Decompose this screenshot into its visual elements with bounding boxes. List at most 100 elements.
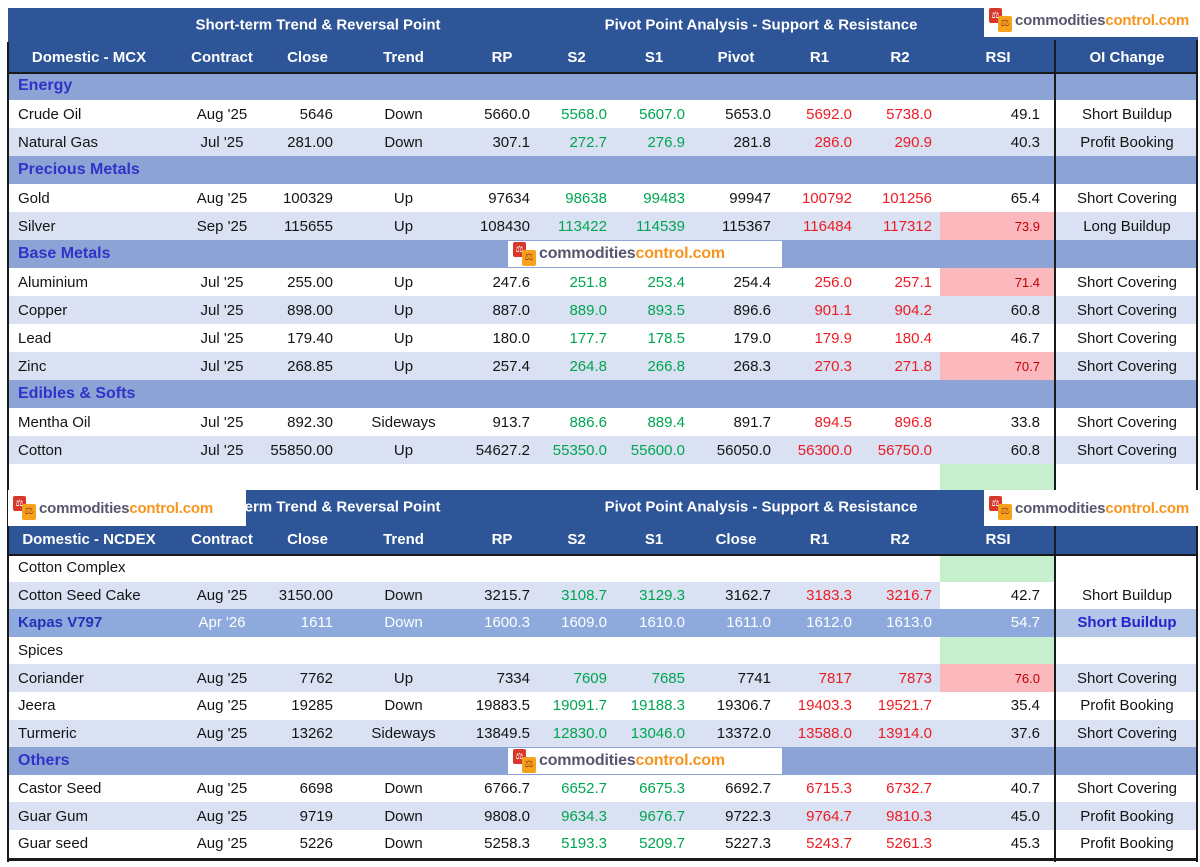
gold-close: 100329 bbox=[274, 184, 341, 212]
crude-oil-name: Crude Oil bbox=[8, 100, 170, 128]
lead-name: Lead bbox=[8, 324, 170, 352]
scales-icon: ⚖ ⚖ bbox=[989, 495, 1013, 521]
kapas-v797-s1: 1610.0 bbox=[615, 609, 693, 637]
aluminium-rsi: 71.4 bbox=[940, 268, 1056, 296]
natural-gas-s2: 272.7 bbox=[538, 128, 615, 156]
crude-oil-pivot: 5653.0 bbox=[693, 100, 779, 128]
zinc-rsi: 70.7 bbox=[940, 352, 1056, 380]
column-header-domestic-ncdex: Domestic - NCDEX bbox=[8, 524, 170, 554]
cotton-close: 55850.00 bbox=[270, 436, 341, 464]
lead-contract: Jul '25 bbox=[170, 324, 274, 352]
brand-watermark-top-right: ⚖ ⚖ commodities control.com bbox=[984, 3, 1198, 37]
column-header-close: Close bbox=[274, 524, 341, 554]
guar-gum-name: Guar Gum bbox=[8, 802, 170, 830]
zinc-s1: 266.8 bbox=[615, 352, 693, 380]
zinc-name: Zinc bbox=[8, 352, 170, 380]
copper-close: 898.00 bbox=[274, 296, 341, 324]
silver-r1: 116484 bbox=[779, 212, 860, 240]
castor-seed-trend: Down bbox=[341, 774, 466, 803]
coriander-rp: 7334 bbox=[466, 664, 538, 692]
jeera-name: Jeera bbox=[8, 691, 170, 720]
silver-contract: Sep '25 bbox=[170, 212, 274, 240]
cotton-trend: Up bbox=[341, 436, 466, 464]
column-header-r1: R1 bbox=[779, 42, 860, 72]
jeera-s2: 19091.7 bbox=[538, 691, 615, 720]
section-spices: Spices bbox=[8, 636, 940, 665]
column-header-oi-change: OI Change bbox=[1056, 42, 1198, 72]
aluminium-close: 255.00 bbox=[274, 268, 341, 296]
jeera-trend: Down bbox=[341, 691, 466, 720]
lead-rsi: 46.7 bbox=[940, 324, 1056, 352]
crude-oil-rp: 5660.0 bbox=[466, 100, 538, 128]
coriander-trend: Up bbox=[341, 664, 466, 692]
scales-icon: ⚖ ⚖ bbox=[989, 7, 1013, 33]
jeera-close: 19285 bbox=[274, 691, 341, 720]
cotton-seed-cake-close: 3150.00 bbox=[274, 581, 341, 610]
silver-pivot: 115367 bbox=[693, 212, 779, 240]
natural-gas-close: 281.00 bbox=[274, 128, 341, 156]
guar-gum-close: 9719 bbox=[274, 802, 341, 830]
brand-name-part1: commodities bbox=[539, 245, 636, 262]
gold-rp: 97634 bbox=[466, 184, 538, 212]
mentha-oil-oi-change: Short Covering bbox=[1056, 408, 1198, 436]
cotton-rp: 54627.2 bbox=[466, 436, 538, 464]
crude-oil-r1: 5692.0 bbox=[779, 100, 860, 128]
cotton-name: Cotton bbox=[8, 436, 170, 464]
gold-trend: Up bbox=[341, 184, 466, 212]
copper-contract: Jul '25 bbox=[170, 296, 274, 324]
brand-name-part2: control.com bbox=[635, 245, 726, 262]
oi-empty-cell bbox=[1056, 636, 1198, 665]
lead-trend: Up bbox=[341, 324, 466, 352]
ncdex-table: Short-term Trend & Reversal Point Pivot P… bbox=[8, 490, 1198, 858]
gold-pivot: 99947 bbox=[693, 184, 779, 212]
coriander-contract: Aug '25 bbox=[170, 664, 274, 692]
column-header-close: Close bbox=[693, 524, 779, 554]
oi-empty-cell bbox=[1056, 464, 1198, 490]
group-title-pivot-analysis: Pivot Point Analysis - Support & Resista… bbox=[604, 16, 918, 34]
aluminium-contract: Jul '25 bbox=[170, 268, 274, 296]
guar-seed-rp: 5258.3 bbox=[466, 829, 538, 858]
kapas-v797-r2: 1613.0 bbox=[860, 609, 940, 637]
oi-column-right-border bbox=[1196, 40, 1198, 862]
natural-gas-rsi: 40.3 bbox=[940, 128, 1056, 156]
coriander-r2: 7873 bbox=[860, 664, 940, 692]
natural-gas-r1: 286.0 bbox=[779, 128, 860, 156]
copper-r1: 901.1 bbox=[779, 296, 860, 324]
kapas-v797-contract: Apr '26 bbox=[170, 609, 274, 637]
silver-s2: 113422 bbox=[538, 212, 615, 240]
lead-s2: 177.7 bbox=[538, 324, 615, 352]
column-header-s2: S2 bbox=[538, 42, 615, 72]
brand-watermark-ncdex-left: ⚖ ⚖ commodities control.com bbox=[8, 490, 246, 526]
rsi-green-cell bbox=[940, 636, 1056, 665]
castor-seed-rp: 6766.7 bbox=[466, 774, 538, 803]
brand-watermark-base-metals: ⚖ ⚖ commodities control.com bbox=[508, 241, 782, 267]
aluminium-s1: 253.4 bbox=[615, 268, 693, 296]
column-header-r2: R2 bbox=[860, 42, 940, 72]
jeera-oi-change: Profit Booking bbox=[1056, 691, 1198, 720]
gold-name: Gold bbox=[8, 184, 170, 212]
turmeric-contract: Aug '25 bbox=[170, 719, 274, 748]
copper-name: Copper bbox=[8, 296, 170, 324]
turmeric-pivot: 13372.0 bbox=[693, 719, 779, 748]
guar-seed-close: 5226 bbox=[274, 829, 341, 858]
crude-oil-r2: 5738.0 bbox=[860, 100, 940, 128]
cotton-r2: 56750.0 bbox=[860, 436, 940, 464]
mentha-oil-contract: Jul '25 bbox=[170, 408, 274, 436]
coriander-r1: 7817 bbox=[779, 664, 860, 692]
lead-close: 179.40 bbox=[274, 324, 341, 352]
mentha-oil-pivot: 891.7 bbox=[693, 408, 779, 436]
zinc-rp: 257.4 bbox=[466, 352, 538, 380]
kapas-v797-rsi: 54.7 bbox=[940, 609, 1056, 637]
coriander-name: Coriander bbox=[8, 664, 170, 692]
silver-oi-change: Long Buildup bbox=[1056, 212, 1198, 240]
guar-seed-r1: 5243.7 bbox=[779, 829, 860, 858]
crude-oil-close: 5646 bbox=[274, 100, 341, 128]
kapas-v797-rp: 1600.3 bbox=[466, 609, 538, 637]
coriander-s2: 7609 bbox=[538, 664, 615, 692]
natural-gas-r2: 290.9 bbox=[860, 128, 940, 156]
copper-rsi: 60.8 bbox=[940, 296, 1056, 324]
jeera-r2: 19521.7 bbox=[860, 691, 940, 720]
jeera-contract: Aug '25 bbox=[170, 691, 274, 720]
guar-seed-s2: 5193.3 bbox=[538, 829, 615, 858]
guar-seed-pivot: 5227.3 bbox=[693, 829, 779, 858]
